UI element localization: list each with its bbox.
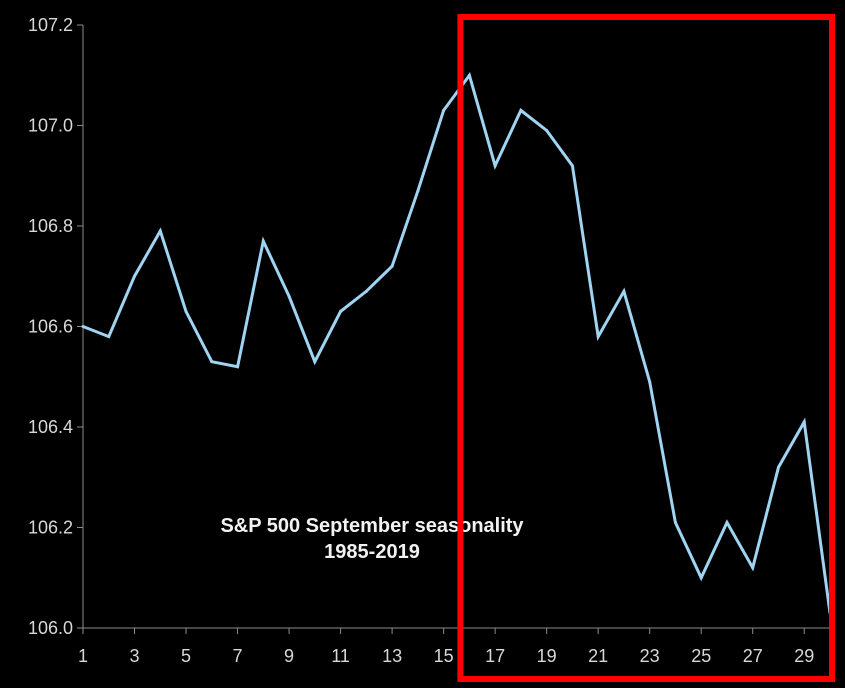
highlight-layer — [457, 14, 835, 682]
data-point — [596, 335, 600, 339]
x-tick-label: 23 — [640, 646, 660, 666]
x-tick-label: 25 — [691, 646, 711, 666]
data-point — [184, 309, 188, 313]
data-point — [107, 335, 111, 339]
y-tick-label: 106.8 — [28, 216, 73, 236]
x-tick-label: 5 — [181, 646, 191, 666]
data-point — [673, 520, 677, 524]
highlight-box — [457, 14, 835, 682]
x-tick-label: 21 — [588, 646, 608, 666]
data-point — [416, 189, 420, 193]
data-point — [313, 360, 317, 364]
data-point — [493, 164, 497, 168]
x-tick-label: 29 — [794, 646, 814, 666]
data-point — [545, 129, 549, 133]
x-tick-label: 7 — [233, 646, 243, 666]
data-point — [802, 420, 806, 424]
data-point — [210, 360, 214, 364]
x-tick-label: 1 — [78, 646, 88, 666]
x-tick-label: 27 — [743, 646, 763, 666]
data-point — [622, 289, 626, 293]
x-tick-label: 13 — [382, 646, 402, 666]
data-point — [648, 380, 652, 384]
series-layer — [81, 71, 832, 615]
y-tick-label: 106.2 — [28, 518, 73, 538]
data-point — [776, 465, 780, 469]
y-tick-label: 106.4 — [28, 417, 73, 437]
series-line — [82, 71, 832, 614]
data-point — [339, 309, 343, 313]
data-point — [364, 289, 368, 293]
x-tick-label: 19 — [537, 646, 557, 666]
x-tick-label: 3 — [130, 646, 140, 666]
x-tick-label: 9 — [284, 646, 294, 666]
y-tick-label: 106.0 — [28, 618, 73, 638]
data-point — [751, 566, 755, 570]
data-point — [725, 520, 729, 524]
annotation-layer: S&P 500 September seasonality 1985-2019 — [220, 515, 524, 563]
chart-title: S&P 500 September seasonality — [220, 515, 524, 537]
data-point — [467, 73, 471, 77]
chart-subtitle: 1985-2019 — [324, 541, 420, 563]
data-point — [81, 325, 85, 328]
data-point — [570, 164, 574, 168]
x-tick-label: 17 — [485, 646, 505, 666]
x-tick-label: 11 — [331, 646, 350, 666]
data-point — [158, 229, 162, 233]
data-point — [699, 576, 703, 580]
data-point — [261, 239, 265, 243]
x-tick-label: 15 — [434, 646, 454, 666]
y-tick-label: 106.6 — [28, 317, 73, 337]
data-point — [390, 264, 394, 268]
data-point — [287, 294, 291, 298]
data-point — [133, 274, 137, 278]
data-point — [236, 365, 240, 369]
data-point — [519, 108, 523, 112]
y-tick-label: 107.0 — [28, 116, 73, 136]
y-tick-label: 107.2 — [28, 15, 73, 35]
data-point — [442, 108, 446, 112]
